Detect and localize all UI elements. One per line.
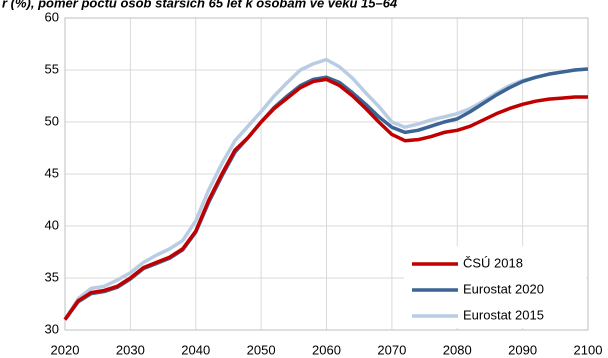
legend-label: Eurostat 2015 (463, 307, 544, 322)
y-tick-label: 45 (45, 165, 59, 180)
x-tick-label: 2040 (181, 342, 210, 357)
x-tick-label: 2100 (574, 342, 603, 357)
plot-border (64, 17, 589, 331)
y-tick-label: 40 (45, 217, 59, 232)
x-tick-label: 2090 (508, 342, 537, 357)
legend-label: ČSÚ 2018 (463, 255, 523, 270)
line-series (63, 77, 588, 321)
line-series (63, 57, 589, 321)
legend-label: Eurostat 2020 (463, 281, 544, 296)
y-tick-label: 60 (45, 9, 59, 24)
y-tick-label: 35 (45, 269, 59, 284)
x-tick-label: 2020 (51, 342, 80, 357)
x-tick-label: 2050 (247, 342, 276, 357)
y-tick-label: 30 (45, 321, 59, 336)
chart-title: r (%), poměr počtu osob starších 65 let … (2, 0, 398, 10)
x-tick-label: 2070 (377, 342, 406, 357)
x-tick-label: 2080 (443, 342, 472, 357)
y-tick-label: 50 (45, 113, 59, 128)
x-tick-label: 2030 (116, 342, 145, 357)
x-tick-label: 2060 (312, 342, 341, 357)
y-tick-label: 55 (45, 61, 59, 76)
legend: ČSÚ 2018 Eurostat 2020 Eurostat 2015 (404, 246, 586, 328)
